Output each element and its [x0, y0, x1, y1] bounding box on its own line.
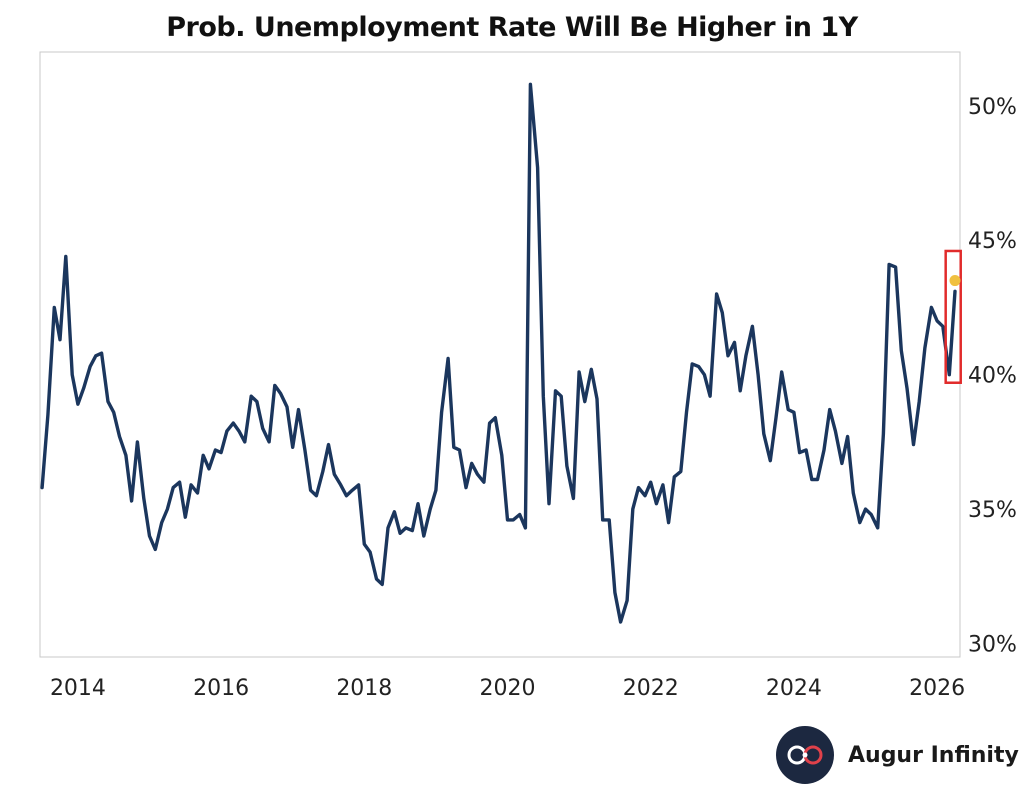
x-tick-label: 2022 [623, 676, 679, 701]
brand: Augur Infinity [776, 726, 1019, 784]
y-tick-label: 30% [968, 633, 1017, 658]
x-tick-label: 2026 [909, 676, 965, 701]
y-tick-label: 45% [968, 229, 1017, 254]
y-tick-label: 40% [968, 364, 1017, 389]
y-axis: 30% 35% 40% 45% 50% [968, 95, 1017, 658]
x-tick-label: 2020 [480, 676, 536, 701]
highlight-box [944, 249, 962, 384]
series-line [40, 82, 957, 624]
brand-name: Augur Infinity [848, 742, 1019, 768]
x-tick-label: 2018 [336, 676, 392, 701]
chart-title: Prob. Unemployment Rate Will Be Higher i… [166, 12, 858, 43]
highlight-layer [944, 249, 962, 384]
y-tick-label: 50% [968, 95, 1017, 120]
y-tick-label: 35% [968, 498, 1017, 523]
latest-point-marker [949, 275, 961, 287]
series-layer [40, 82, 957, 624]
plot-frame [39, 51, 961, 658]
brand-logo [776, 726, 834, 784]
infinity-icon [787, 745, 823, 765]
x-tick-label: 2016 [193, 676, 249, 701]
x-axis: 2014 2016 2018 2020 2022 2024 2026 [50, 676, 965, 701]
x-tick-label: 2014 [50, 676, 106, 701]
x-tick-label: 2024 [766, 676, 822, 701]
